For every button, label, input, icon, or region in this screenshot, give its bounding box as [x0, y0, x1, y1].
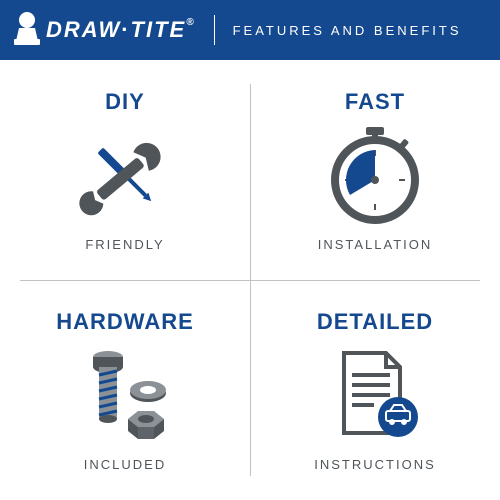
bolt-icon: [70, 345, 180, 445]
document-icon: [320, 345, 430, 445]
cell-subtitle: INSTALLATION: [318, 237, 433, 252]
header-bar: DRAW·TITE® FEATURES AND BENEFITS: [0, 0, 500, 60]
logo: DRAW·TITE®: [14, 11, 196, 49]
cell-subtitle: INCLUDED: [84, 457, 166, 472]
cell-title: DETAILED: [317, 309, 433, 335]
header-divider: [214, 15, 215, 45]
tools-icon: [70, 125, 180, 225]
cell-hardware: HARDWARE: [0, 280, 250, 500]
brand-suffix: TITE: [131, 17, 187, 42]
cell-subtitle: FRIENDLY: [85, 237, 164, 252]
hitch-ball-icon: [14, 11, 40, 49]
cell-fast: FAST INSTALLATION: [250, 60, 500, 280]
cell-subtitle: INSTRUCTIONS: [314, 457, 436, 472]
brand-prefix: DRAW: [46, 17, 121, 42]
header-tagline: FEATURES AND BENEFITS: [233, 23, 462, 38]
cell-title: DIY: [105, 89, 145, 115]
cell-diy: DIY FRIENDLY: [0, 60, 250, 280]
brand-reg: ®: [186, 17, 195, 28]
cell-title: FAST: [345, 89, 405, 115]
brand-text: DRAW·TITE®: [46, 17, 196, 43]
stopwatch-icon: [320, 125, 430, 225]
feature-grid: DIY FRIENDLY FAST: [0, 60, 500, 500]
brand-dot: ·: [121, 17, 130, 42]
cell-detailed: DETAILED INSTRUCTIONS: [250, 280, 500, 500]
cell-title: HARDWARE: [56, 309, 194, 335]
